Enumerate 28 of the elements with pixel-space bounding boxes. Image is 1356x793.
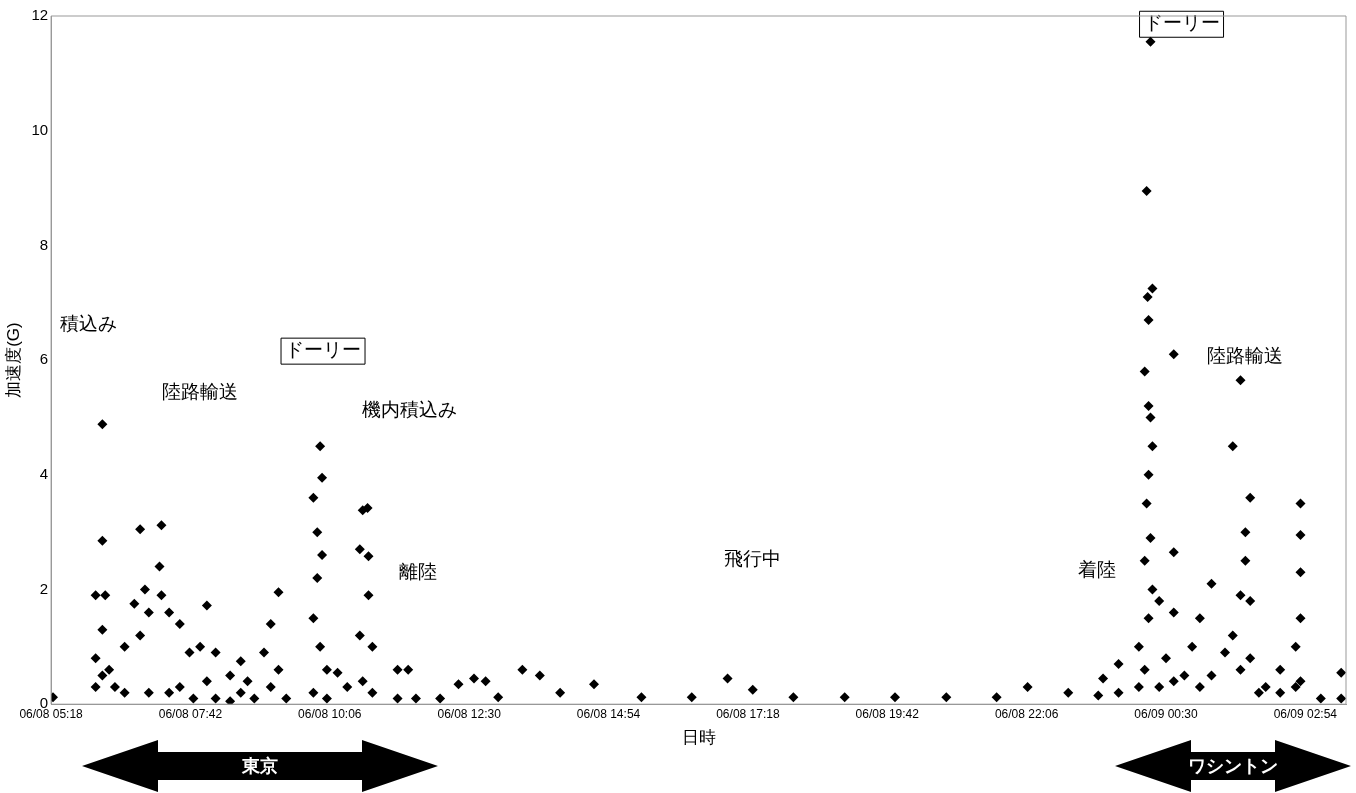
- x-tick-label: 06/08 22:06: [994, 706, 1059, 721]
- annotation: 積込み: [60, 311, 118, 334]
- x-tick-label: 06/09 00:30: [1134, 706, 1199, 721]
- annotation: 陸路輸送: [1207, 344, 1283, 367]
- x-tick-label: 06/09 02:54: [1273, 706, 1338, 721]
- x-tick-label: 06/08 19:42: [855, 706, 920, 721]
- text: 東京: [241, 754, 279, 778]
- y-tick-label: 8: [39, 235, 49, 253]
- annotation: ドーリー: [285, 338, 362, 361]
- annotation: 機内積込み: [362, 397, 458, 420]
- annotation: ドーリー: [1143, 11, 1220, 34]
- annotation: 離陸: [398, 559, 437, 582]
- x-tick-label: 06/08 07:42: [158, 706, 223, 721]
- y-tick-label: 6: [39, 350, 49, 368]
- y-tick-label: 12: [31, 6, 49, 24]
- x-tick-label: 06/08 17:18: [716, 706, 780, 721]
- annotation: 陸路輸送: [162, 380, 238, 403]
- x-axis-title: 日時: [681, 728, 716, 748]
- y-axis-title: 加速度(G): [3, 322, 23, 398]
- annotation: 着陸: [1078, 557, 1117, 580]
- y-tick-label: 10: [31, 120, 49, 138]
- x-tick-label: 06/08 14:54: [576, 706, 641, 721]
- y-tick-label: 4: [39, 464, 49, 482]
- y-tick-label: 2: [39, 579, 49, 597]
- text: ワシントン: [1187, 754, 1279, 778]
- annotation: 飛行中: [724, 547, 782, 570]
- x-tick-label: 06/08 12:30: [437, 706, 502, 721]
- x-tick-label: 06/08 10:06: [298, 706, 362, 721]
